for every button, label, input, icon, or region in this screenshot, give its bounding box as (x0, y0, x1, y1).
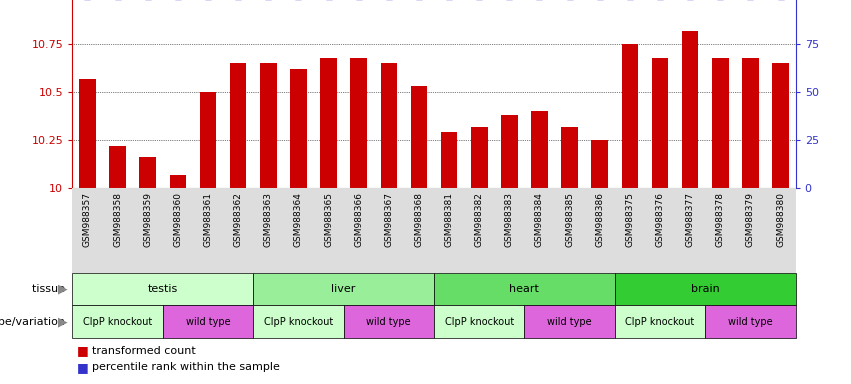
Bar (712, 58, 728, 188)
Bar (773, 63, 789, 188)
Text: ClpP knockout: ClpP knockout (83, 316, 152, 327)
Bar (79, 79, 95, 188)
Text: GSM988357: GSM988357 (83, 192, 92, 247)
Bar (621, 44, 638, 188)
Bar (501, 115, 517, 188)
Bar (682, 31, 699, 188)
Bar (200, 92, 216, 188)
Bar (109, 146, 126, 188)
Text: percentile rank within the sample: percentile rank within the sample (92, 362, 280, 372)
Text: GSM988362: GSM988362 (234, 192, 243, 247)
Text: GSM988368: GSM988368 (414, 192, 424, 247)
Bar (411, 86, 427, 188)
Text: GSM988366: GSM988366 (354, 192, 363, 247)
Text: GSM988377: GSM988377 (686, 192, 694, 247)
Text: wild type: wild type (547, 316, 592, 327)
Text: transformed count: transformed count (92, 346, 196, 356)
Text: GSM988361: GSM988361 (203, 192, 213, 247)
Bar (140, 157, 156, 188)
Text: GSM988381: GSM988381 (444, 192, 454, 247)
Text: GSM988383: GSM988383 (505, 192, 514, 247)
Text: GSM988382: GSM988382 (475, 192, 483, 247)
Text: GSM988380: GSM988380 (776, 192, 785, 247)
Text: testis: testis (147, 284, 178, 294)
Text: ClpP knockout: ClpP knockout (264, 316, 333, 327)
Text: ■: ■ (77, 344, 93, 357)
Text: wild type: wild type (186, 316, 231, 327)
Bar (562, 127, 578, 188)
Text: GSM988375: GSM988375 (625, 192, 634, 247)
Text: GSM988367: GSM988367 (385, 192, 393, 247)
Text: GSM988384: GSM988384 (535, 192, 544, 247)
Text: wild type: wild type (728, 316, 773, 327)
Bar (652, 58, 668, 188)
Text: ▶: ▶ (58, 283, 67, 295)
Bar (591, 140, 608, 188)
Text: GSM988365: GSM988365 (324, 192, 333, 247)
Text: ▶: ▶ (58, 315, 67, 328)
Bar (260, 63, 277, 188)
Text: wild type: wild type (367, 316, 411, 327)
Text: brain: brain (691, 284, 720, 294)
Text: genotype/variation: genotype/variation (0, 316, 68, 327)
Bar (320, 58, 337, 188)
Bar (441, 132, 457, 188)
Text: GSM988360: GSM988360 (174, 192, 182, 247)
Text: GSM988363: GSM988363 (264, 192, 272, 247)
Text: ClpP knockout: ClpP knockout (625, 316, 694, 327)
Bar (742, 58, 759, 188)
Bar (531, 111, 548, 188)
Text: ■: ■ (77, 361, 93, 374)
Text: GSM988379: GSM988379 (746, 192, 755, 247)
Bar (380, 63, 397, 188)
Text: GSM988378: GSM988378 (716, 192, 725, 247)
Bar (351, 58, 367, 188)
Bar (169, 175, 186, 188)
Bar (230, 63, 247, 188)
Text: GSM988364: GSM988364 (294, 192, 303, 247)
Text: GSM988359: GSM988359 (143, 192, 152, 247)
Text: GSM988386: GSM988386 (596, 192, 604, 247)
Text: GSM988385: GSM988385 (565, 192, 574, 247)
Text: GSM988376: GSM988376 (655, 192, 665, 247)
Bar (471, 127, 488, 188)
Text: heart: heart (510, 284, 540, 294)
Text: liver: liver (331, 284, 356, 294)
Text: GSM988358: GSM988358 (113, 192, 122, 247)
Bar (290, 69, 306, 188)
Text: tissue: tissue (31, 284, 68, 294)
Text: ClpP knockout: ClpP knockout (444, 316, 514, 327)
